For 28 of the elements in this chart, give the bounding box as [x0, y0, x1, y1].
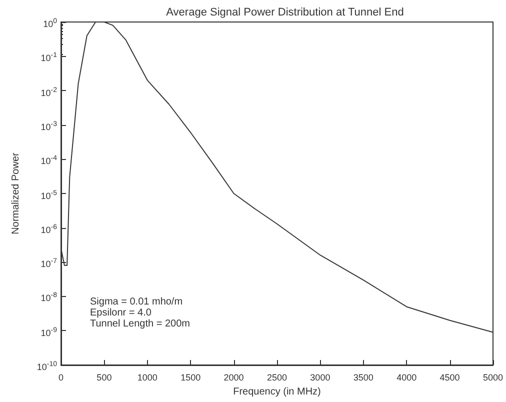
y-tick-label: 10$^{-1}$ — [40, 51, 57, 64]
annotation: Sigma = 0.01 mho/m — [90, 296, 183, 308]
y-tick-label: 10$^{-9}$ — [40, 326, 57, 339]
x-tick-label: 500 — [96, 372, 112, 382]
x-tick-label: 0 — [58, 372, 64, 382]
x-tick-label: 2000 — [224, 372, 244, 382]
y-tick-label: 10$^{-4}$ — [40, 154, 57, 168]
y-tick-label: 10$^{-6}$ — [40, 222, 57, 236]
x-tick-label: 1500 — [180, 372, 201, 382]
annotation: Epsilonr = 4.0 — [90, 308, 152, 318]
y-tick-label: 10$^{-2}$ — [40, 86, 57, 99]
y-tick-label: 10$^{-3}$ — [40, 120, 57, 133]
y-axis-title: Normalized Power — [10, 152, 22, 234]
y-tick-label: 10$^{-10}$ — [36, 360, 57, 373]
y-tick-label: 10$^{-5}$ — [40, 188, 57, 202]
annotation: Tunnel Length = 200m — [90, 318, 190, 330]
chart-title: Average Signal Power Distribution at Tunnel End — [166, 6, 404, 18]
x-tick-label: 3000 — [310, 372, 330, 382]
x-tick-label: 2500 — [266, 372, 288, 382]
y-tick-label: 10$^{-8}$ — [40, 291, 57, 304]
x-tick-label: 3500 — [353, 372, 374, 382]
x-tick-label: 5000 — [482, 372, 504, 382]
x-tick-label: 1000 — [137, 372, 158, 382]
x-tick-label: 4000 — [396, 372, 417, 382]
y-tick-label: 10$^{0}$ — [43, 17, 57, 30]
x-axis-title: Frequency (in MHz) — [233, 386, 321, 398]
y-tick-label: 10$^{-7}$ — [40, 257, 57, 270]
x-tick-label: 4500 — [440, 372, 460, 382]
